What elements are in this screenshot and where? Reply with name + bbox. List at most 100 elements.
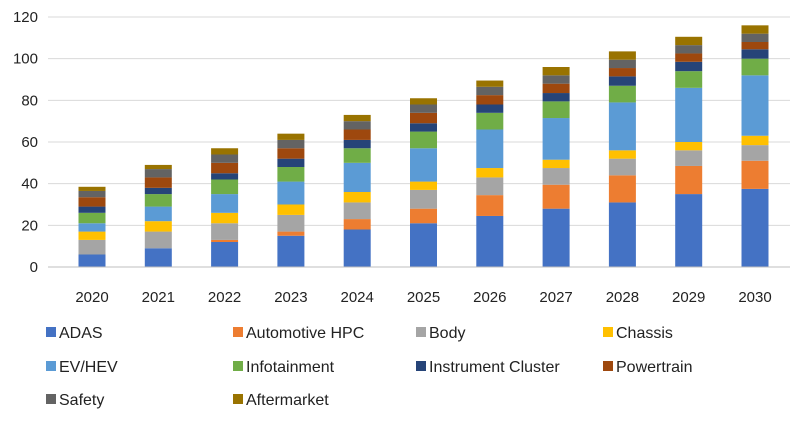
legend-label-chassis: Chassis <box>616 325 673 342</box>
bar-segment-body-2022 <box>211 223 239 240</box>
legend-item-infotainment: Infotainment <box>233 359 335 376</box>
legend-swatch-body <box>416 327 426 337</box>
legend-label-automotive-hpc: Automotive HPC <box>246 325 364 342</box>
bar-segment-powertrain-2027 <box>542 83 570 94</box>
x-tick-label-2027: 2027 <box>539 289 572 306</box>
bar-stack-2030 <box>741 25 769 267</box>
bar-segment-ev-hev-2020 <box>78 223 106 232</box>
bar-segment-safety-2024 <box>343 121 371 130</box>
bar-segment-aftermarket-2027 <box>542 67 570 76</box>
bar-segment-body-2026 <box>476 177 504 196</box>
bar-segment-body-2024 <box>343 202 371 220</box>
bar-segment-instrument-cluster-2021 <box>144 187 172 195</box>
bar-segment-aftermarket-2029 <box>675 36 703 46</box>
bar-segment-aftermarket-2021 <box>144 164 172 170</box>
bar-segment-aftermarket-2023 <box>277 133 305 140</box>
bar-segment-adas-2024 <box>343 229 371 267</box>
bar-segment-automotive-hpc-2029 <box>675 165 703 195</box>
legend-swatch-infotainment <box>233 361 243 371</box>
bar-stack-2026 <box>476 80 504 267</box>
bar-segment-ev-hev-2021 <box>144 206 172 222</box>
bar-segment-instrument-cluster-2020 <box>78 206 106 213</box>
bar-segment-adas-2026 <box>476 215 504 267</box>
bar-segment-infotainment-2022 <box>211 179 239 195</box>
bar-segment-powertrain-2021 <box>144 177 172 188</box>
x-tick-label-2028: 2028 <box>606 289 639 306</box>
bar-segment-safety-2027 <box>542 75 570 84</box>
bar-segment-adas-2030 <box>741 188 769 267</box>
bar-segment-automotive-hpc-2030 <box>741 160 769 189</box>
bar-segment-powertrain-2028 <box>608 68 636 77</box>
bar-segment-adas-2025 <box>410 223 437 267</box>
bar-segment-infotainment-2023 <box>277 167 305 182</box>
bar-segment-automotive-hpc-2028 <box>608 175 636 203</box>
bar-segment-chassis-2030 <box>741 135 769 146</box>
y-axis-tick-labels: 0 20 40 60 80 100 120 <box>13 9 38 276</box>
x-tick-label-2025: 2025 <box>407 289 440 306</box>
legend-label-safety: Safety <box>59 392 104 409</box>
y-tick-label-0: 0 <box>30 259 38 276</box>
bar-segment-automotive-hpc-2023 <box>277 231 305 236</box>
y-tick-label-100: 100 <box>13 51 38 68</box>
bar-segment-chassis-2029 <box>675 142 703 151</box>
legend-swatch-instrument-cluster <box>416 361 426 371</box>
bar-segment-ev-hev-2026 <box>476 129 504 169</box>
bar-segment-instrument-cluster-2024 <box>343 139 371 149</box>
bar-segment-infotainment-2029 <box>675 71 703 88</box>
bar-segment-chassis-2027 <box>542 159 570 169</box>
legend-item-powertrain: Powertrain <box>603 359 692 376</box>
bar-segment-infotainment-2021 <box>144 194 172 207</box>
bar-segment-adas-2027 <box>542 208 570 267</box>
bar-stack-2020 <box>78 186 106 267</box>
legend-swatch-adas <box>46 327 56 337</box>
bar-stack-2022 <box>211 148 239 267</box>
bar-segment-automotive-hpc-2027 <box>542 184 570 209</box>
bar-segment-aftermarket-2022 <box>211 148 239 155</box>
bar-segment-body-2030 <box>741 145 769 161</box>
bar-segment-infotainment-2025 <box>410 131 437 149</box>
bar-segment-aftermarket-2024 <box>343 114 371 122</box>
legend-item-automotive-hpc: Automotive HPC <box>233 325 364 342</box>
bar-segment-ev-hev-2028 <box>608 102 636 151</box>
bar-segment-instrument-cluster-2023 <box>277 158 305 167</box>
bar-segment-safety-2028 <box>608 59 636 69</box>
bar-segment-aftermarket-2020 <box>78 186 106 191</box>
bar-segment-powertrain-2024 <box>343 129 371 140</box>
legend-swatch-ev-hev <box>46 361 56 371</box>
bar-segment-body-2025 <box>410 189 437 209</box>
x-tick-label-2024: 2024 <box>341 289 374 306</box>
legend-item-aftermarket: Aftermarket <box>233 392 329 409</box>
bar-segment-ev-hev-2024 <box>343 162 371 192</box>
bar-segment-automotive-hpc-2022 <box>211 239 239 242</box>
bar-segment-infotainment-2020 <box>78 212 106 224</box>
bar-stack-2024 <box>343 114 371 267</box>
bar-segment-safety-2029 <box>675 45 703 54</box>
x-tick-label-2021: 2021 <box>142 289 175 306</box>
bar-segment-aftermarket-2028 <box>608 51 636 60</box>
x-axis-tick-labels: 2020 2021 2022 2023 2024 2025 2026 2027 2028 2029… <box>75 289 771 306</box>
legend-swatch-safety <box>46 394 56 404</box>
bar-segment-instrument-cluster-2028 <box>608 76 636 86</box>
bar-segment-body-2023 <box>277 214 305 232</box>
x-tick-label-2020: 2020 <box>75 289 108 306</box>
bar-segment-body-2028 <box>608 158 636 176</box>
bar-segment-powertrain-2020 <box>78 197 106 207</box>
bar-segment-adas-2028 <box>608 202 636 267</box>
bar-segment-ev-hev-2023 <box>277 181 305 205</box>
bar-segment-chassis-2025 <box>410 181 437 190</box>
legend-label-powertrain: Powertrain <box>616 359 692 376</box>
bar-segment-automotive-hpc-2026 <box>476 195 504 216</box>
x-tick-label-2023: 2023 <box>274 289 307 306</box>
y-tick-label-40: 40 <box>21 176 38 193</box>
bar-segment-safety-2025 <box>410 104 437 113</box>
bar-segment-adas-2029 <box>675 194 703 267</box>
bars <box>78 25 769 267</box>
bar-segment-infotainment-2028 <box>608 85 636 103</box>
bar-segment-adas-2021 <box>144 248 172 267</box>
bar-segment-body-2029 <box>675 150 703 166</box>
bar-stack-2029 <box>675 36 703 267</box>
legend-item-instrument-cluster: Instrument Cluster <box>416 359 560 376</box>
bar-segment-adas-2020 <box>78 254 106 267</box>
bar-stack-2027 <box>542 67 570 267</box>
bar-segment-powertrain-2026 <box>476 95 504 105</box>
